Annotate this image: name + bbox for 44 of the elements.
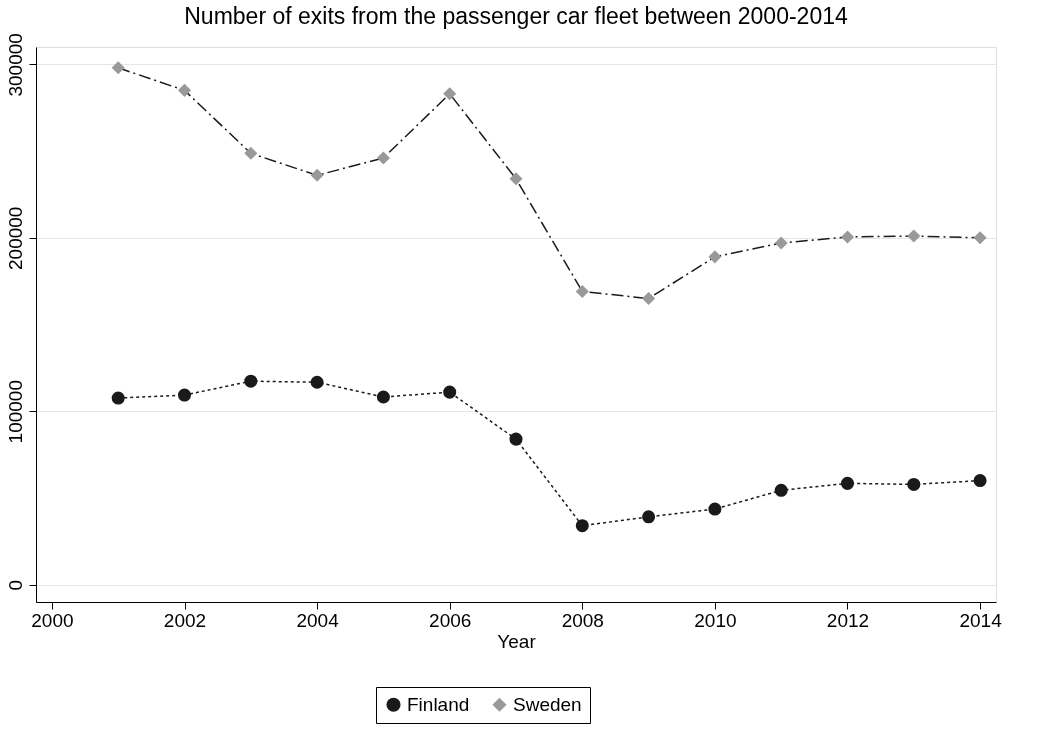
legend-label: Sweden — [513, 693, 582, 715]
x-tick-label: 2006 — [429, 609, 472, 631]
x-tick-label: 2004 — [296, 609, 340, 631]
point — [774, 236, 788, 250]
x-tick-label: 2010 — [694, 609, 737, 631]
x-tick-label: 2008 — [561, 609, 604, 631]
point — [642, 291, 656, 305]
point — [509, 432, 523, 446]
x-tick-label: 2000 — [31, 609, 74, 631]
point — [708, 250, 722, 264]
point — [509, 172, 523, 186]
point — [443, 87, 457, 101]
point — [575, 285, 589, 299]
point — [177, 388, 192, 402]
point — [111, 391, 125, 405]
point — [973, 474, 987, 488]
x-tick-label: 2012 — [826, 609, 870, 631]
x-tick-label: 2002 — [163, 609, 207, 631]
point — [840, 230, 855, 244]
point — [177, 83, 192, 97]
point — [244, 146, 258, 160]
chart-title: Number of exits from the passenger car fleet between 2000-2014 — [184, 2, 848, 29]
point — [774, 483, 788, 497]
point — [575, 519, 589, 533]
point — [244, 374, 258, 388]
legend-label: Finland — [407, 693, 470, 715]
point — [111, 61, 125, 75]
point — [376, 390, 390, 404]
y-tick-label: 200000 — [4, 206, 26, 270]
point — [907, 477, 921, 491]
x-axis-title: Year — [497, 630, 537, 652]
point — [840, 476, 855, 490]
point — [310, 168, 324, 182]
point — [310, 375, 324, 389]
point — [708, 502, 722, 516]
point — [907, 229, 921, 243]
x-tick-label: 2014 — [959, 609, 1003, 631]
y-tick-label: 0 — [4, 579, 26, 591]
point — [973, 231, 987, 245]
y-tick-label: 100000 — [4, 380, 26, 444]
y-tick-label: 300000 — [4, 33, 26, 97]
point — [376, 151, 390, 165]
point — [443, 385, 457, 399]
point — [642, 510, 656, 524]
